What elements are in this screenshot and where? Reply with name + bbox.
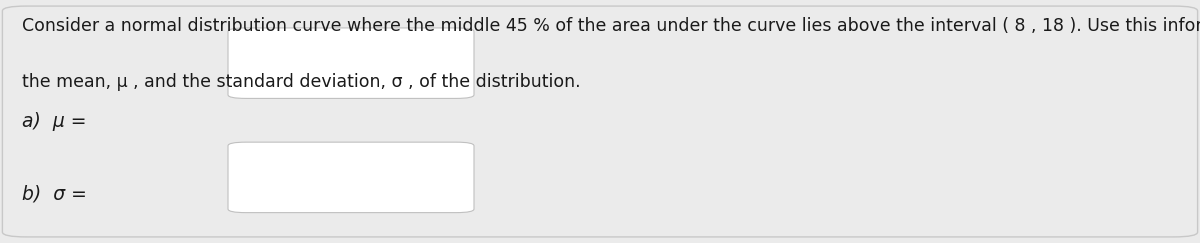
Text: b)  σ =: b) σ = (22, 185, 86, 204)
Text: a)  μ =: a) μ = (22, 112, 86, 131)
FancyBboxPatch shape (228, 28, 474, 98)
Text: Consider a normal distribution curve where the middle 45 % of the area under the: Consider a normal distribution curve whe… (22, 17, 1200, 35)
Text: the mean, μ , and the standard deviation, σ , of the distribution.: the mean, μ , and the standard deviation… (22, 73, 581, 91)
FancyBboxPatch shape (228, 142, 474, 213)
FancyBboxPatch shape (2, 6, 1198, 237)
